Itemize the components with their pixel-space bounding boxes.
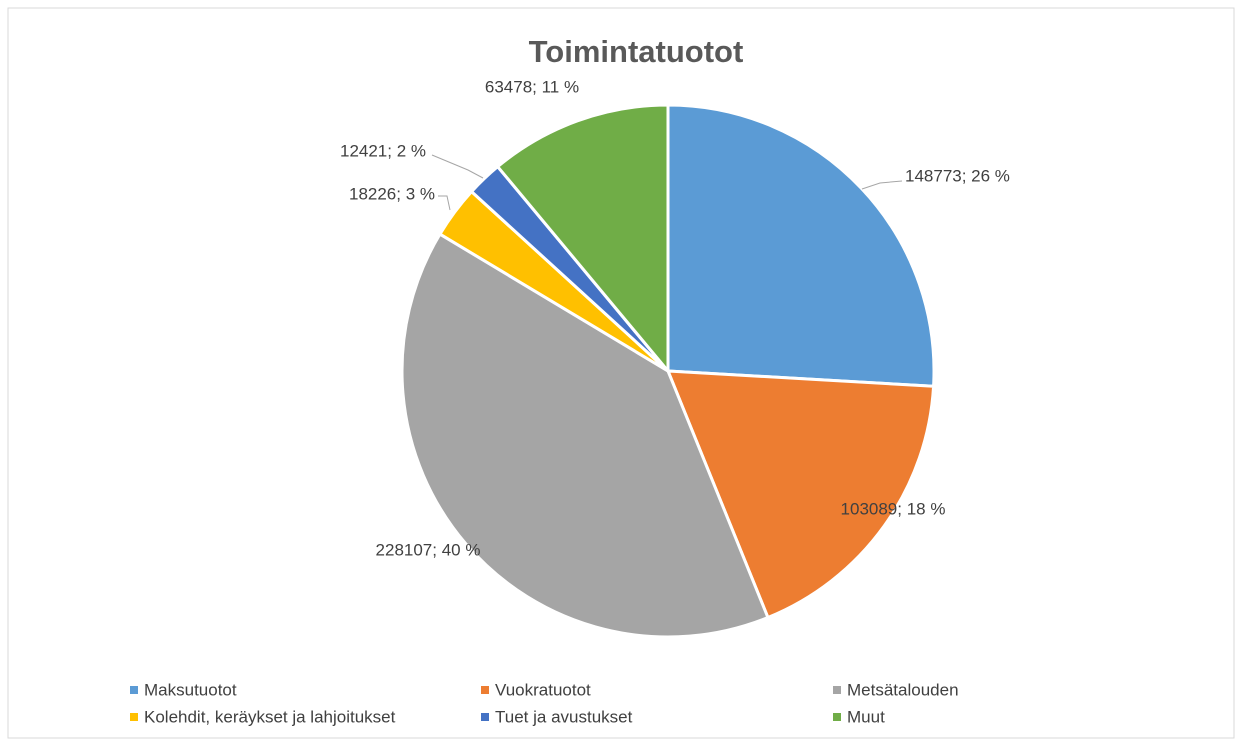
legend-swatch bbox=[833, 686, 841, 694]
legend-label: Vuokratuotot bbox=[495, 680, 591, 699]
data-label: 12421; 2 % bbox=[340, 141, 426, 160]
pie-slice bbox=[666, 103, 936, 388]
chart-title: Toimintatuotot bbox=[529, 34, 744, 69]
pie-slice bbox=[400, 232, 770, 639]
legend-label: Kolehdit, keräykset ja lahjoitukset bbox=[144, 707, 396, 726]
data-label: 228107; 40 % bbox=[376, 540, 481, 559]
legend-swatch bbox=[481, 713, 489, 721]
pie-slice bbox=[665, 369, 936, 620]
legend-label: Metsätalouden bbox=[847, 680, 959, 699]
legend-swatch bbox=[833, 713, 841, 721]
legend-swatch bbox=[481, 686, 489, 694]
legend-swatch bbox=[130, 713, 138, 721]
data-label: 18226; 3 % bbox=[349, 184, 435, 203]
data-label: 63478; 11 % bbox=[485, 77, 579, 96]
legend-swatch bbox=[130, 686, 138, 694]
data-label: 148773; 26 % bbox=[905, 166, 1010, 185]
data-label: 103089; 18 % bbox=[841, 499, 946, 518]
leader-line bbox=[438, 195, 451, 211]
legend-label: Muut bbox=[847, 707, 885, 726]
legend-label: Tuet ja avustukset bbox=[495, 707, 633, 726]
leader-line bbox=[861, 180, 903, 190]
leader-line bbox=[431, 154, 484, 179]
legend-label: Maksutuotot bbox=[144, 680, 237, 699]
pie-slice bbox=[495, 103, 670, 376]
